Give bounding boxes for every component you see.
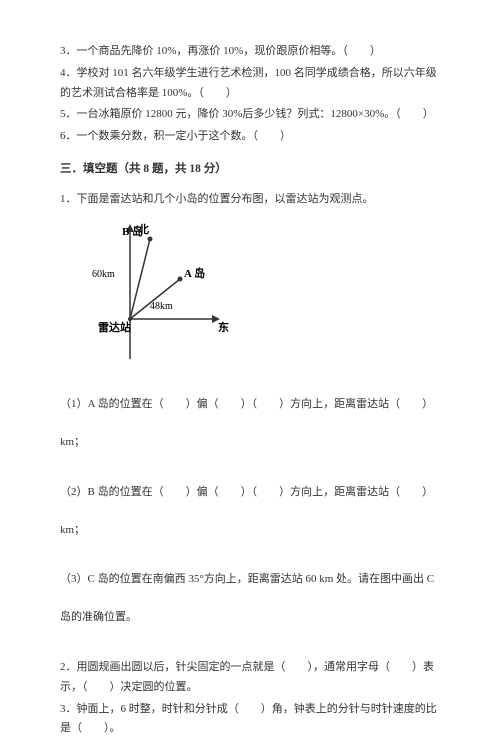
s3-q1-a: （1）A 岛的位置在（ ）偏（ ）（ ）方向上，距离雷达站（ ） — [60, 395, 440, 415]
s3-q1-intro: 1．下面是雷达站和几个小岛的位置分布图，以雷达站为观测点。 — [60, 190, 440, 210]
s3-q1-c: （3）C 岛的位置在南偏西 35°方向上，距离雷达站 60 km 处。请在图中画… — [60, 570, 440, 590]
s3-q1-a2: km； — [60, 433, 440, 453]
q5: 5．一台冰箱原价 12800 元，降价 30%后多少钱？列式：12800×30%… — [60, 105, 440, 125]
svg-text:60km: 60km — [92, 269, 115, 280]
svg-text:B 岛: B 岛 — [122, 224, 143, 238]
s3-q1-b2: km； — [60, 521, 440, 541]
s3-q1-b: （2）B 岛的位置在（ ）偏（ ）（ ）方向上，距离雷达站（ ） — [60, 483, 440, 503]
radar-figure: 北东雷达站A 岛B 岛48km60km — [90, 219, 440, 377]
s3-q3: 3．钟面上，6 时整，时针和分针成（ ）角，钟表上的分针与时针速度的比是（ ）。 — [60, 700, 440, 739]
q3: 3．一个商品先降价 10%，再涨价 10%，现价跟原价相等。（ ） — [60, 42, 440, 62]
section-3-title: 三．填空题（共 8 题，共 18 分） — [60, 159, 440, 180]
q6: 6．一个数乘分数，积一定小于这个数。（ ） — [60, 127, 440, 147]
svg-text:A 岛: A 岛 — [184, 266, 205, 280]
q4: 4．学校对 101 名六年级学生进行艺术检测，100 名同学成绩合格，所以六年级… — [60, 64, 440, 104]
svg-text:东: 东 — [218, 320, 229, 334]
s3-q1-c2: 岛的准确位置。 — [60, 608, 440, 628]
svg-text:雷达站: 雷达站 — [98, 320, 131, 334]
svg-text:48km: 48km — [150, 301, 173, 312]
s3-q2: 2．用圆规画出圆以后，针尖固定的一点就是（ ），通常用字母（ ）表示，（ ）决定… — [60, 658, 440, 698]
